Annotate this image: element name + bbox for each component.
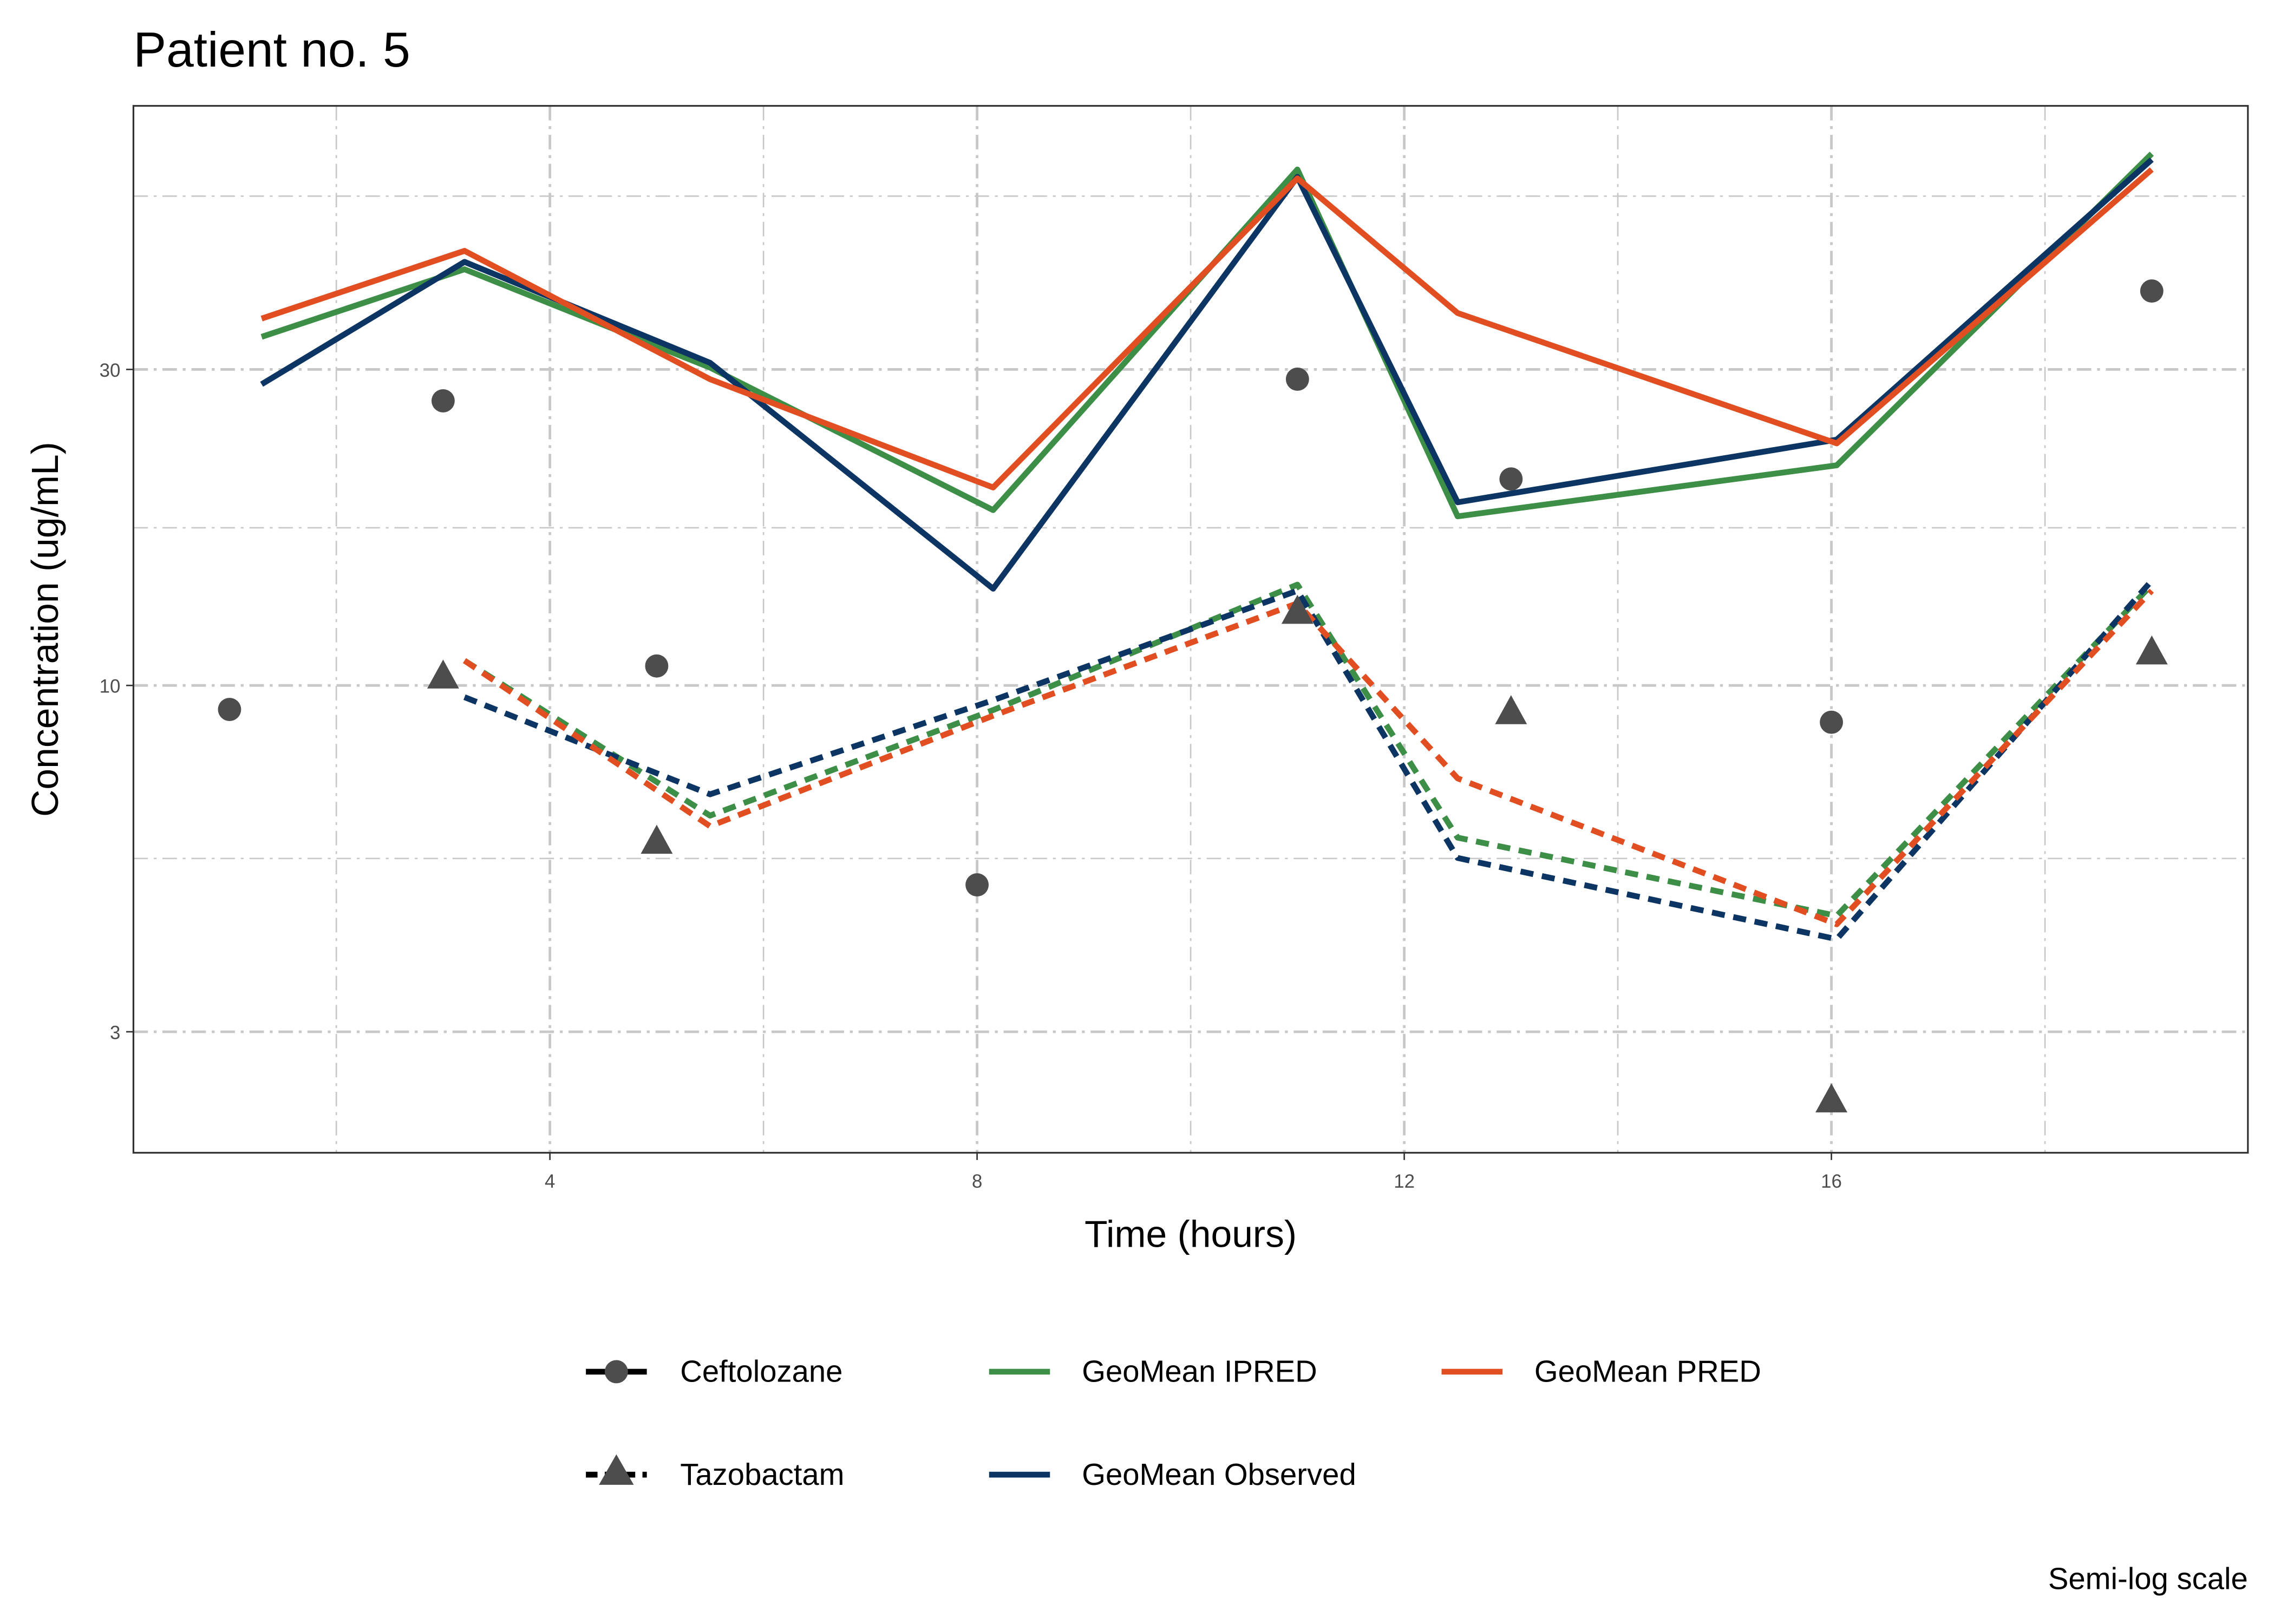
x-tick-label: 8	[972, 1171, 982, 1192]
y-tick-label: 3	[110, 1022, 120, 1043]
legend-label: GeoMean PRED	[1534, 1354, 1761, 1389]
triangle-icon	[599, 1454, 634, 1485]
ceftolozane-point	[1499, 467, 1523, 491]
tazobactam-point	[1495, 695, 1527, 724]
ceftolozane-point	[645, 654, 669, 678]
x-tick-label: 4	[545, 1171, 555, 1192]
plot-panel-border	[132, 104, 2249, 1154]
circle-icon	[604, 1360, 628, 1384]
ceftolozane-geomean-ipred-line	[260, 152, 2154, 520]
legend-tazobactam[interactable]: Tazobactam	[586, 1454, 845, 1491]
legend-label: Tazobactam	[680, 1457, 844, 1491]
tazobactam-geomean-observed-line	[463, 578, 2154, 942]
tazobactam-point	[2135, 635, 2168, 665]
tazobactam-point	[1281, 594, 1314, 624]
x-axis-label: Time (hours)	[1084, 1213, 1297, 1255]
y-tick-label: 30	[100, 360, 121, 381]
legend-ceftolozane[interactable]: Ceftolozane	[586, 1354, 842, 1389]
legend-label: GeoMean Observed	[1082, 1457, 1356, 1491]
x-tick-label: 12	[1394, 1171, 1415, 1192]
axis-ticks: 4 8 12 16 3 10 30	[100, 360, 1842, 1192]
x-tick-label: 16	[1821, 1171, 1842, 1192]
legend-pred[interactable]: GeoMean PRED	[1441, 1354, 1761, 1389]
legend: Ceftolozane Tazobactam GeoMean IPRED Geo…	[586, 1354, 1761, 1491]
ceftolozane-point	[1820, 710, 1843, 734]
y-axis-label: Concentration (ug/mL)	[24, 442, 66, 817]
tazobactam-point	[1815, 1083, 1848, 1112]
chart-title: Patient no. 5	[133, 23, 410, 77]
ceftolozane-point	[2140, 279, 2164, 303]
ceftolozane-point	[965, 873, 989, 896]
tazobactam-geomean-ipred-line	[463, 581, 2154, 919]
tazobactam-point	[641, 824, 673, 854]
ceftolozane-point	[1285, 368, 1309, 391]
series-lines	[260, 152, 2154, 942]
ceftolozane-point	[218, 698, 241, 721]
ceftolozane-geomean-observed-line	[260, 157, 2154, 592]
y-tick-label: 10	[100, 676, 121, 697]
legend-ipred[interactable]: GeoMean IPRED	[989, 1354, 1317, 1389]
data-points	[218, 279, 2168, 1112]
legend-label: Ceftolozane	[680, 1354, 842, 1389]
tazobactam-geomean-pred-line	[462, 588, 2154, 927]
legend-label: GeoMean IPRED	[1082, 1354, 1317, 1389]
ceftolozane-geomean-pred-line	[260, 167, 2154, 490]
ceftolozane-point	[431, 389, 455, 412]
legend-observed[interactable]: GeoMean Observed	[989, 1457, 1356, 1491]
caption: Semi-log scale	[2048, 1562, 2248, 1596]
tazobactam-point	[427, 659, 459, 689]
grid	[133, 106, 2248, 1153]
